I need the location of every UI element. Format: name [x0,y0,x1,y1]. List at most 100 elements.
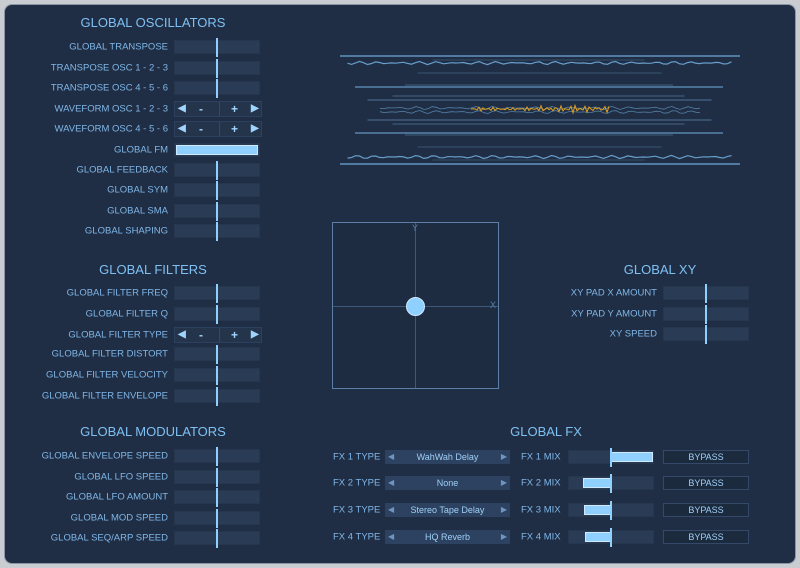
fx-2-bypass-button[interactable]: BYPASS [663,476,749,490]
waveform-osc-4-5-6-stepper[interactable]: ◀ - + ▶ [174,121,262,137]
fx-1-mix-label: FX 1 MIX [521,451,561,463]
global-filter-distort-label: GLOBAL FILTER DISTORT [51,348,168,360]
transpose-osc-1-2-3-slider[interactable] [174,59,260,78]
next-arrow-icon[interactable]: ▶ [500,505,507,514]
fx-4-type-value: HQ Reverb [424,532,470,542]
fx-3-type-dropdown[interactable]: ◀ Stereo Tape Delay ▶ [385,503,510,517]
slider-handle[interactable] [705,284,707,303]
slider-handle[interactable] [216,366,218,385]
plus-button[interactable]: + [231,122,239,136]
fx-2-type-dropdown[interactable]: ◀ None ▶ [385,476,510,490]
next-arrow-icon[interactable]: ▶ [251,103,259,114]
global-mod-speed-slider[interactable] [174,509,260,528]
prev-arrow-icon[interactable]: ◀ [388,505,395,514]
plus-button[interactable]: + [231,328,239,342]
waveform-line [347,60,732,66]
transpose-osc-4-5-6-slider[interactable] [174,79,260,98]
slider-handle[interactable] [216,181,218,200]
fx-4-type-label: FX 4 TYPE [333,531,381,543]
global-filter-envelope-slider[interactable] [174,387,260,406]
global-lfo-amount-slider[interactable] [174,488,260,507]
slider-handle[interactable] [216,38,218,57]
xy-y-label: Y [412,223,419,233]
slider-handle[interactable] [705,305,707,324]
global-lfo-speed-slider[interactable] [174,468,260,487]
slider-fill [584,532,611,542]
global-shaping-slider[interactable] [174,222,260,241]
xy-pad[interactable]: Y X [332,222,499,389]
global-feedback-slider[interactable] [174,161,260,180]
section-title: GLOBAL FX [510,424,582,439]
slider-handle[interactable] [216,468,218,487]
slider-handle[interactable] [216,345,218,364]
global-shaping-label: GLOBAL SHAPING [84,225,168,237]
next-arrow-icon[interactable]: ▶ [251,123,259,134]
slider-handle[interactable] [216,79,218,98]
slider-fill [611,452,653,462]
fx-1-mix-slider[interactable] [568,448,654,467]
slider-handle[interactable] [216,529,218,548]
xy-pad-x-amount-slider[interactable] [663,284,749,303]
next-arrow-icon[interactable]: ▶ [500,478,507,487]
transpose-osc-4-5-6-label: TRANSPOSE OSC 4 - 5 - 6 [50,82,168,94]
slider-handle[interactable] [610,501,612,520]
fx-4-bypass-button[interactable]: BYPASS [663,530,749,544]
fx-2-mix-slider[interactable] [568,474,654,493]
slider-handle[interactable] [216,447,218,466]
fx-4-type-dropdown[interactable]: ◀ HQ Reverb ▶ [385,530,510,544]
global-filter-type-stepper[interactable]: ◀ - + ▶ [174,327,262,343]
waveform-osc-1-2-3-stepper[interactable]: ◀ - + ▶ [174,101,262,117]
slider-handle[interactable] [216,161,218,180]
xy-pad-y-amount-slider[interactable] [663,305,749,324]
global-filter-distort-slider[interactable] [174,345,260,364]
global-feedback-label: GLOBAL FEEDBACK [76,164,168,176]
prev-arrow-icon[interactable]: ◀ [388,532,395,541]
plus-button[interactable]: + [231,102,239,116]
slider-handle[interactable] [216,488,218,507]
global-filter-q-slider[interactable] [174,305,260,324]
slider-handle[interactable] [216,222,218,241]
xy-speed-slider[interactable] [663,325,749,344]
minus-button[interactable]: - [199,328,203,342]
fx-4-mix-slider[interactable] [568,528,654,547]
global-lfo-amount-label: GLOBAL LFO AMOUNT [65,491,168,503]
global-lfo-speed-label: GLOBAL LFO SPEED [74,471,168,483]
prev-arrow-icon[interactable]: ◀ [388,452,395,461]
active-waveform [470,103,610,115]
slider-handle[interactable] [216,387,218,406]
prev-arrow-icon[interactable]: ◀ [178,103,186,114]
minus-button[interactable]: - [199,122,203,136]
prev-arrow-icon[interactable]: ◀ [388,478,395,487]
fx-3-mix-slider[interactable] [568,501,654,520]
next-arrow-icon[interactable]: ▶ [500,532,507,541]
global-filter-velocity-label: GLOBAL FILTER VELOCITY [46,369,168,381]
global-filter-freq-slider[interactable] [174,284,260,303]
prev-arrow-icon[interactable]: ◀ [178,123,186,134]
slider-handle[interactable] [610,448,612,467]
slider-handle[interactable] [705,325,707,344]
fx-3-bypass-button[interactable]: BYPASS [663,503,749,517]
global-fm-slider[interactable] [174,143,260,157]
global-envelope-speed-slider[interactable] [174,447,260,466]
slider-handle[interactable] [216,202,218,221]
prev-arrow-icon[interactable]: ◀ [178,329,186,340]
global-filter-velocity-slider[interactable] [174,366,260,385]
global-filter-envelope-label: GLOBAL FILTER ENVELOPE [41,390,168,402]
global-sym-slider[interactable] [174,181,260,200]
slider-handle[interactable] [610,474,612,493]
slider-handle[interactable] [216,59,218,78]
xy-pad-handle[interactable] [406,297,425,316]
slider-handle[interactable] [216,284,218,303]
slider-handle[interactable] [216,509,218,528]
slider-handle[interactable] [216,305,218,324]
waveform-osc-4-5-6-label: WAVEFORM OSC 4 - 5 - 6 [54,123,169,135]
fx-1-type-dropdown[interactable]: ◀ WahWah Delay ▶ [385,450,510,464]
fx-1-bypass-button[interactable]: BYPASS [663,450,749,464]
next-arrow-icon[interactable]: ▶ [500,452,507,461]
global-transpose-slider[interactable] [174,38,260,57]
minus-button[interactable]: - [199,102,203,116]
next-arrow-icon[interactable]: ▶ [251,329,259,340]
slider-handle[interactable] [610,528,612,547]
global-seq-arp-speed-slider[interactable] [174,529,260,548]
global-sma-slider[interactable] [174,202,260,221]
